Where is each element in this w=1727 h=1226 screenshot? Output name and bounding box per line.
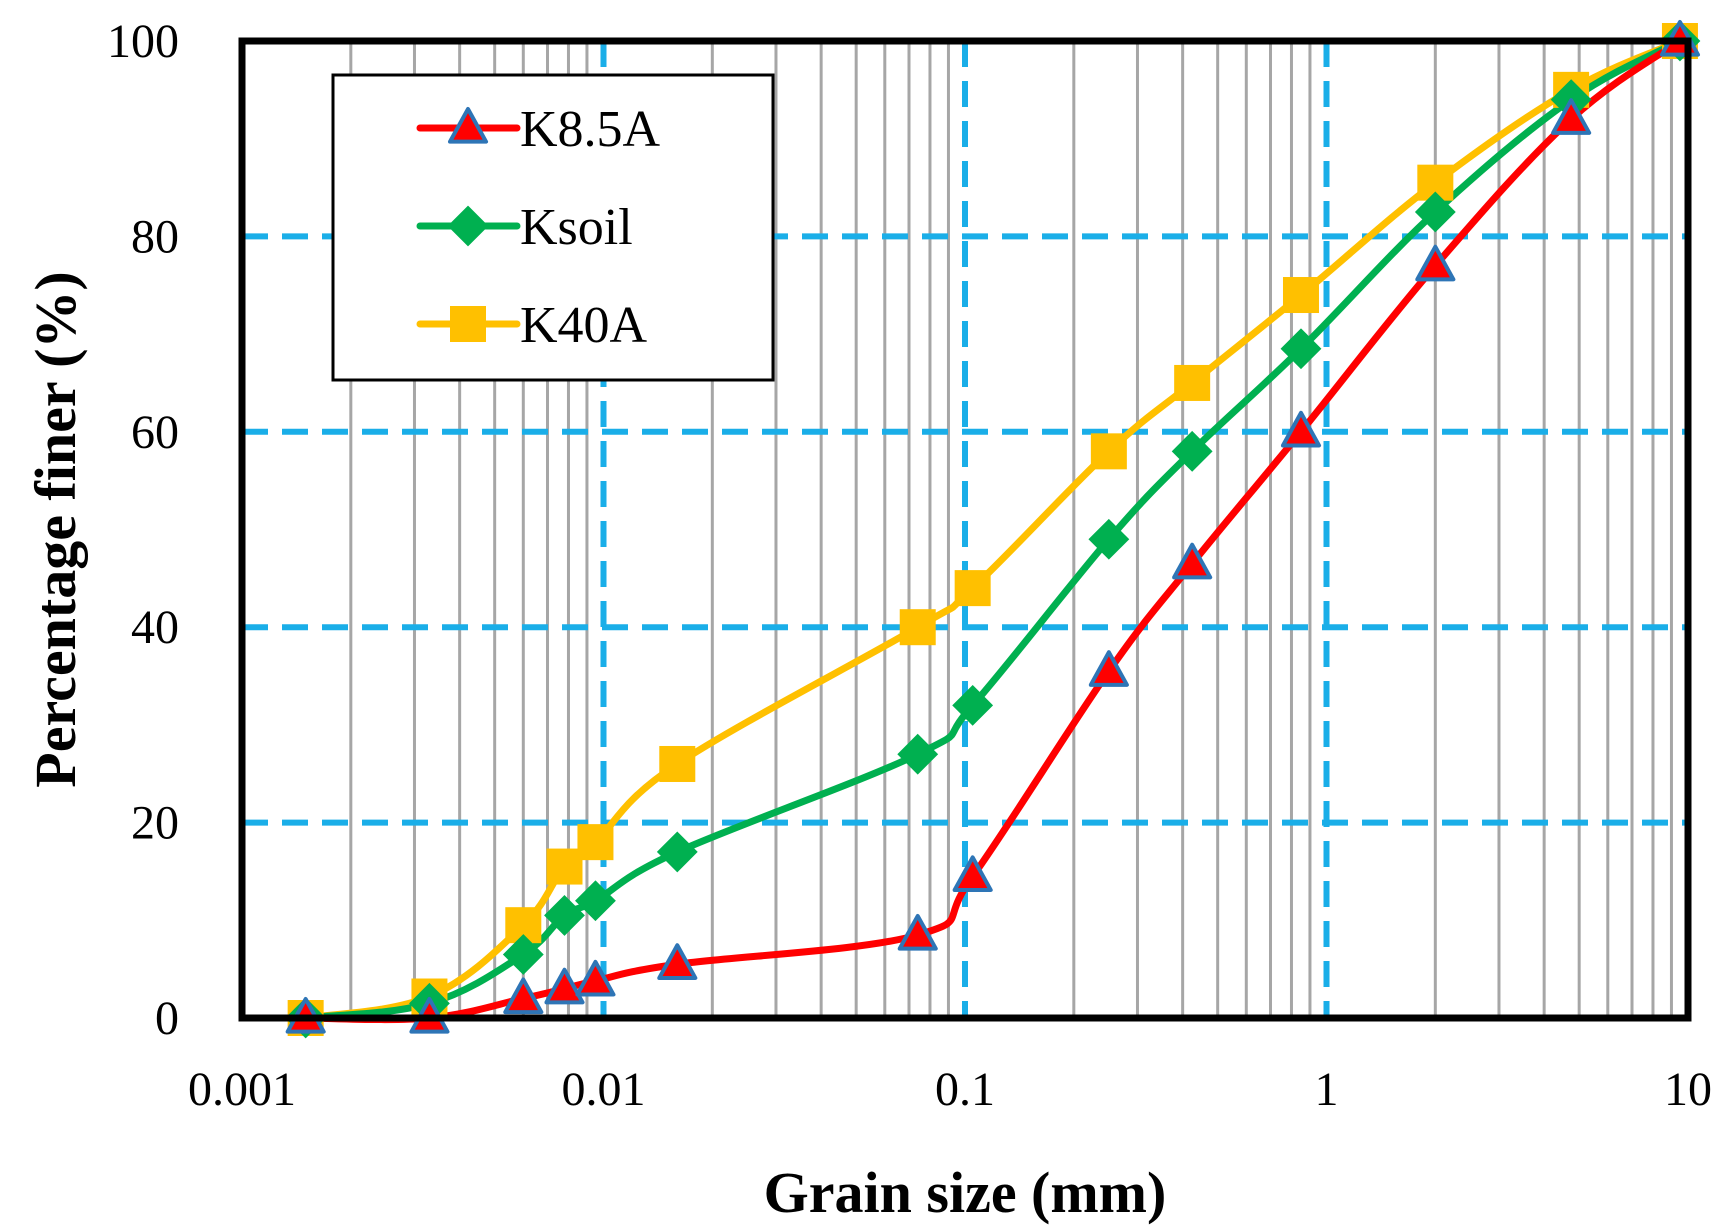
legend-marker-k8-5a [447, 107, 489, 144]
data-point-ksoil [952, 684, 994, 726]
data-point-k8-5a [503, 977, 544, 1015]
y-tick-label: 60 [131, 406, 179, 459]
y-tick-label: 20 [131, 797, 179, 850]
data-point-k8-5a [1280, 410, 1322, 448]
y-axis-title: Percentage finer (%) [23, 271, 88, 787]
x-tick-label: 0.01 [562, 1063, 646, 1116]
data-point-k8-5a [1088, 650, 1129, 687]
data-point-ksoil [1088, 518, 1130, 560]
y-tick-label: 0 [155, 992, 179, 1045]
legend-box [331, 73, 775, 382]
x-tick-label: 0.1 [935, 1063, 995, 1116]
x-tick-label: 0.001 [188, 1063, 296, 1116]
data-point-k8-5a [1172, 542, 1213, 580]
x-axis-tick-labels: 0.001 0.01 0.1 1 10 [188, 1063, 1712, 1116]
plot-area-frame [238, 37, 1692, 1022]
data-point-k8-5a [1551, 98, 1592, 135]
data-point-k40a [659, 745, 696, 782]
y-axis-tick-labels: 0 20 40 60 80 100 [107, 15, 179, 1045]
data-point-k40a [1174, 364, 1211, 401]
y-tick-label: 40 [131, 601, 179, 654]
data-point-k8-5a [657, 943, 698, 980]
data-point-ksoil [544, 895, 585, 936]
x-axis-title: Grain size (mm) [764, 1160, 1167, 1225]
data-point-k8-5a [1415, 244, 1456, 282]
legend-label-k8-5a: K8.5A [520, 101, 661, 158]
x-tick-label: 1 [1315, 1063, 1339, 1116]
data-point-ksoil [1280, 328, 1322, 370]
y-tick-label: 80 [131, 210, 179, 263]
data-point-k40a [577, 824, 614, 861]
legend-label-k40a: K40A [520, 297, 648, 354]
y-tick-label: 100 [107, 15, 179, 68]
legend-marker-k40a [450, 306, 486, 342]
series-markers [285, 20, 1701, 1039]
data-point-k40a [899, 609, 936, 646]
data-point-k40a [1282, 277, 1319, 314]
data-point-ksoil [575, 880, 616, 922]
data-point-ksoil [656, 831, 698, 873]
data-point-k40a [546, 848, 583, 885]
data-point-k40a [954, 570, 991, 607]
data-point-ksoil [502, 934, 544, 975]
data-point-k40a [1090, 433, 1127, 470]
data-point-k8-5a [952, 855, 993, 893]
data-point-k8-5a [897, 913, 938, 951]
data-point-ksoil [1171, 430, 1213, 472]
data-point-k8-5a [575, 959, 616, 997]
data-point-ksoil [897, 733, 939, 775]
data-point-k8-5a [544, 967, 585, 1005]
data-point-ksoil [1414, 191, 1456, 233]
legend: K8.5A Ksoil K40A [331, 73, 775, 382]
x-tick-label: 10 [1664, 1063, 1712, 1116]
legend-marker-ksoil [447, 205, 489, 247]
legend-label-ksoil: Ksoil [520, 199, 633, 256]
